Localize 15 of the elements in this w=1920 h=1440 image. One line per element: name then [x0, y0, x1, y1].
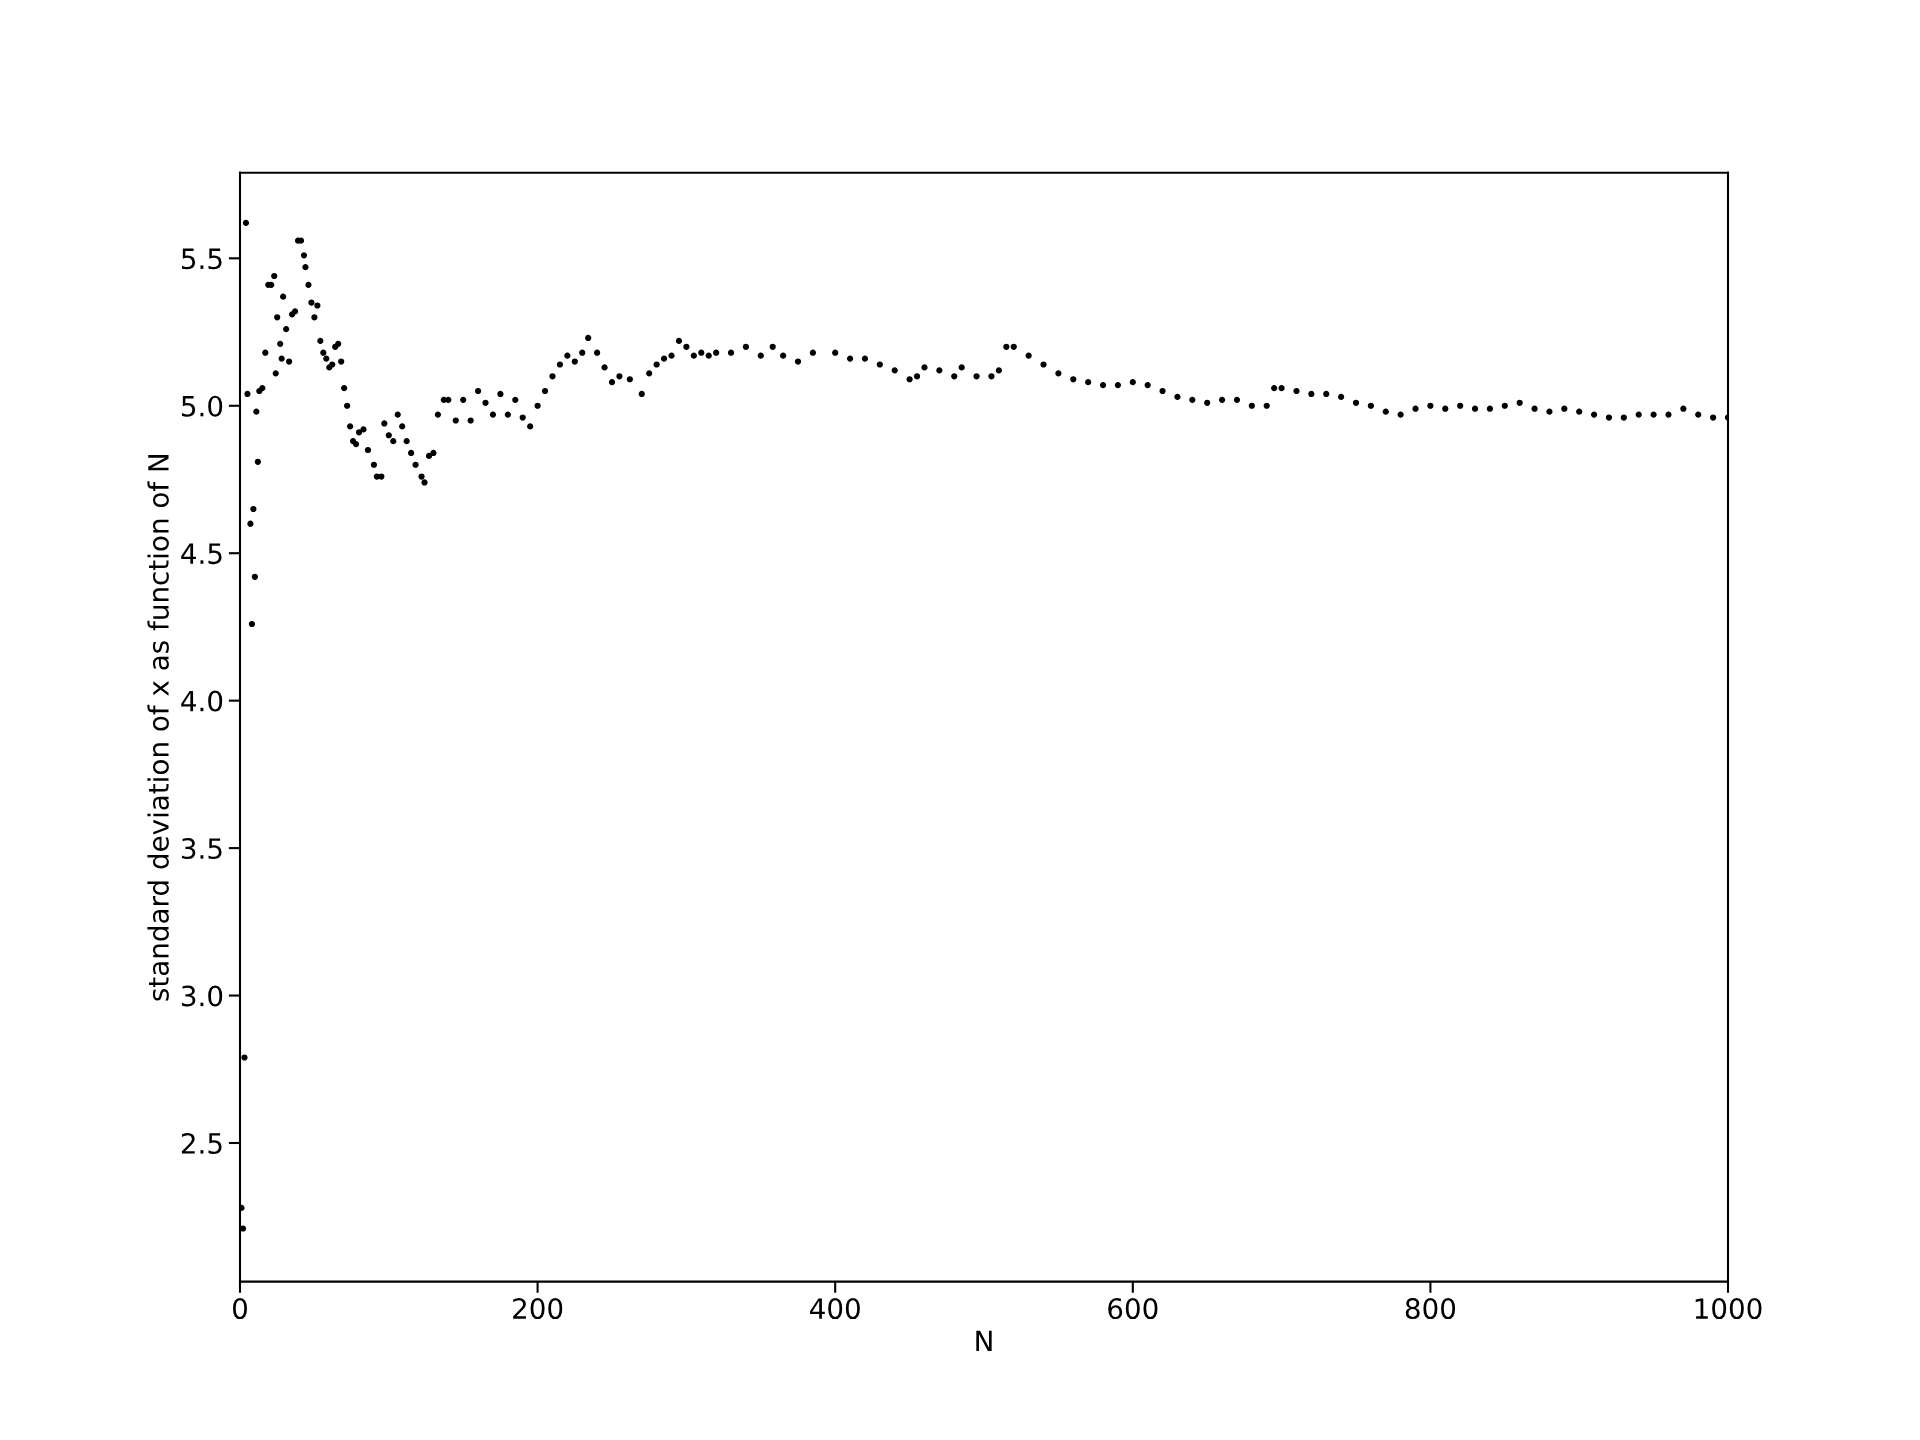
y-tick-label: 4.0	[181, 690, 223, 712]
x-tick-label: 1000	[1695, 1298, 1762, 1320]
y-tick-label: 5.5	[182, 248, 222, 270]
x-tick-label: 600	[1108, 1298, 1158, 1320]
x-tick-label: 800	[1405, 1298, 1456, 1320]
x-tick-label: 200	[513, 1298, 563, 1320]
y-tick-label: 3.5	[181, 838, 222, 860]
x-axis-title: N	[976, 1330, 992, 1352]
y-tick-label: 3.0	[181, 985, 223, 1007]
y-tick-label: 5.0	[182, 395, 223, 417]
x-tick-label: 400	[810, 1298, 860, 1320]
y-tick-label: 4.5	[181, 543, 222, 565]
y-axis-title: standard deviation of x as function of N	[147, 455, 169, 1001]
x-tick-label: 0	[232, 1298, 247, 1320]
y-tick-label: 2.5	[181, 1132, 222, 1154]
